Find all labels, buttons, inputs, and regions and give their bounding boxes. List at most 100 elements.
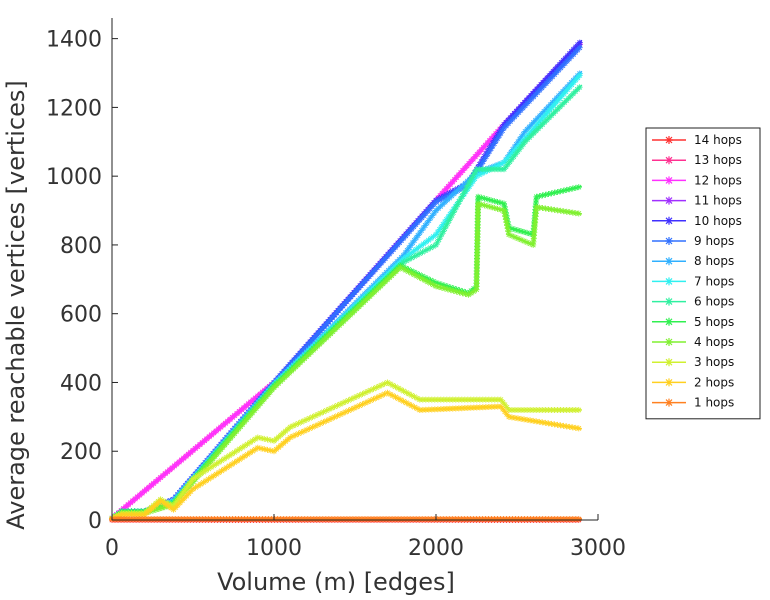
data-point: [516, 136, 523, 143]
data-point: [505, 413, 512, 420]
data-point: [258, 445, 265, 452]
y-tick-label: 600: [60, 303, 102, 328]
data-point: [475, 196, 482, 203]
data-point: [466, 183, 473, 190]
data-point: [183, 492, 190, 499]
data-point: [339, 410, 346, 417]
data-point: [485, 166, 492, 173]
data-point: [473, 173, 480, 180]
data-point: [208, 474, 215, 481]
data-point: [461, 187, 468, 194]
data-point: [416, 229, 423, 236]
data-point: [184, 483, 191, 490]
data-point: [503, 404, 510, 411]
data-point: [359, 390, 366, 397]
data-point: [118, 511, 125, 518]
data-point: [443, 216, 450, 223]
data-point: [575, 425, 582, 432]
data-point: [373, 384, 380, 391]
data-point: [413, 246, 420, 253]
data-point: [345, 407, 352, 414]
data-point: [548, 206, 555, 213]
data-point: [160, 498, 167, 505]
data-point: [518, 133, 525, 140]
data-point: [213, 471, 220, 478]
data-point: [323, 407, 330, 414]
data-point: [303, 426, 310, 433]
data-point: [515, 415, 522, 422]
data-point: [177, 493, 184, 500]
data-point: [174, 502, 181, 509]
data-point: [569, 406, 576, 413]
data-point: [408, 250, 415, 257]
data-point: [545, 420, 552, 427]
data-point: [575, 184, 582, 191]
data-point: [370, 396, 377, 403]
data-point: [505, 154, 512, 161]
data-point: [542, 191, 549, 198]
data-point: [554, 207, 561, 214]
data-point: [539, 419, 546, 426]
data-point: [539, 205, 546, 212]
data-point: [430, 281, 437, 288]
data-point: [512, 151, 519, 158]
legend-label: 4 hops: [694, 335, 734, 349]
data-point: [473, 166, 480, 173]
data-point: [536, 418, 543, 425]
data-point: [566, 186, 573, 193]
data-point: [172, 500, 179, 507]
data-point: [389, 392, 396, 399]
data-point: [524, 406, 531, 413]
legend-marker: [665, 136, 673, 144]
legend-marker: [665, 237, 673, 245]
data-point: [317, 410, 324, 417]
data-point: [497, 206, 504, 213]
data-point: [436, 226, 443, 233]
data-point: [474, 222, 481, 229]
data-point: [213, 460, 220, 467]
data-point: [524, 416, 531, 423]
data-point: [187, 488, 194, 495]
data-point: [473, 277, 480, 284]
legend-marker: [665, 317, 673, 326]
data-point: [563, 186, 570, 193]
data-point: [161, 504, 168, 511]
data-point: [520, 141, 527, 148]
data-point: [456, 289, 463, 296]
data-point: [492, 137, 499, 144]
series-7-hops: [109, 72, 583, 522]
data-point: [505, 231, 512, 238]
data-point: [309, 413, 316, 420]
series-line: [111, 202, 582, 519]
data-point: [501, 203, 508, 210]
data-point: [509, 146, 516, 153]
data-point: [223, 464, 230, 471]
legend-item: 9 hops: [652, 234, 734, 248]
data-point: [249, 437, 256, 444]
data-point: [530, 417, 537, 424]
data-point: [430, 243, 437, 250]
data-point: [473, 268, 480, 275]
data-point: [488, 145, 495, 152]
data-point: [221, 466, 228, 473]
data-point: [440, 228, 447, 235]
data-point: [236, 446, 243, 453]
data-point: [301, 428, 308, 435]
data-point: [496, 129, 503, 136]
data-point: [403, 257, 410, 264]
tick-labels: 0 1000 2000 3000 0 200 400 600 800 1000 1200 1400: [46, 28, 626, 561]
data-point: [162, 501, 169, 508]
legend-label: 13 hops: [694, 153, 742, 167]
data-point: [205, 476, 212, 483]
data-point: [566, 406, 573, 413]
data-point: [433, 241, 439, 248]
data-point: [287, 434, 294, 441]
data-point: [484, 196, 491, 203]
data-point: [551, 206, 558, 213]
data-point: [467, 177, 474, 184]
data-point: [434, 239, 441, 246]
series-10-hops: [109, 39, 583, 522]
series-4-hops: [109, 200, 582, 522]
data-point: [402, 249, 409, 256]
data-point: [407, 242, 414, 249]
